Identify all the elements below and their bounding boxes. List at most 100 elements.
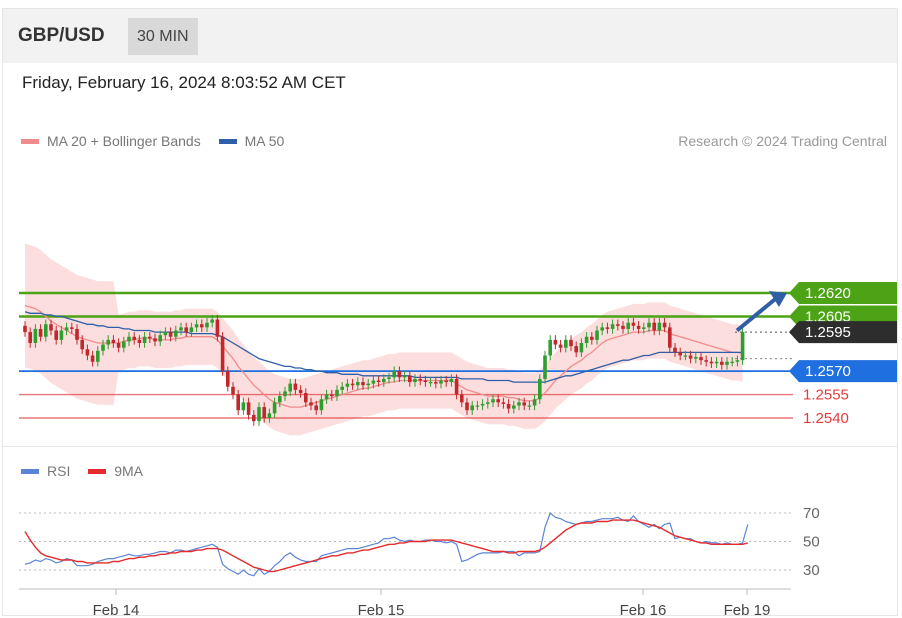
- candle-body: [350, 383, 355, 386]
- candle-body: [288, 383, 292, 392]
- candle-body: [423, 380, 428, 383]
- candle-body: [272, 402, 277, 414]
- candle-body: [366, 383, 370, 386]
- candle-body: [28, 332, 32, 343]
- x-axis-label: Feb 15: [358, 602, 405, 617]
- candle-body: [335, 389, 339, 397]
- candle-body: [558, 344, 563, 348]
- rsi-chart: 70 50 30 Feb 14 Feb 15 Feb 16 Feb 19: [19, 505, 820, 617]
- price-tag-resistance: [789, 282, 897, 304]
- candle-body: [600, 327, 604, 331]
- candle-body: [709, 361, 714, 364]
- legend-swatch-rsi: [21, 468, 39, 474]
- candle-body: [340, 386, 344, 390]
- candle-body: [23, 325, 27, 333]
- candle-body: [657, 322, 662, 331]
- candle-body: [616, 324, 620, 326]
- candle-body: [730, 361, 734, 363]
- candle-body: [153, 338, 157, 342]
- panel-divider: [3, 446, 897, 447]
- legend-item-ma20: MA 20 + Bollinger Bands: [21, 133, 201, 149]
- candle-body: [517, 402, 521, 406]
- bollinger-band-area: [25, 243, 743, 436]
- candle-body: [101, 344, 105, 351]
- candle-body: [501, 402, 506, 404]
- candle-body: [96, 350, 100, 362]
- candle-body: [345, 383, 350, 387]
- candle-body: [512, 405, 516, 409]
- candle-body: [158, 335, 162, 342]
- candle-body: [283, 391, 287, 397]
- candle-body: [418, 378, 422, 381]
- candle-body: [142, 336, 147, 343]
- candle-body: [532, 399, 537, 406]
- candle-body: [220, 336, 225, 372]
- candle-body: [298, 389, 303, 393]
- candle-body: [200, 324, 204, 328]
- candle-body: [64, 327, 69, 331]
- legend-swatch-9ma: [88, 468, 107, 474]
- candle-body: [127, 336, 131, 342]
- candle-body: [449, 378, 454, 383]
- candle-body: [49, 324, 53, 331]
- candle-body: [194, 324, 199, 328]
- candle-body: [683, 355, 688, 357]
- candle-body: [480, 403, 485, 406]
- candle-body: [278, 396, 282, 403]
- candle-body: [626, 322, 630, 329]
- rsi-legend: RSI 9MA: [21, 463, 157, 479]
- candle-body: [85, 349, 90, 356]
- candle-body: [70, 327, 74, 329]
- candle-body: [631, 322, 636, 326]
- symbol-title: GBP/USD: [18, 25, 105, 46]
- candle-body: [548, 339, 552, 356]
- legend-swatch-ma20: [21, 138, 39, 144]
- datetime-label: Friday, February 16, 2024 8:03:52 AM CET: [22, 73, 346, 92]
- candle-body: [252, 414, 256, 422]
- research-credit: Research © 2024 Trading Central: [678, 133, 887, 149]
- candle-body: [33, 328, 38, 343]
- legend-label-ma20: MA 20 + Bollinger Bands: [47, 133, 201, 149]
- support-label: 1.2555: [803, 387, 849, 404]
- candle-body: [610, 324, 615, 329]
- candle-body: [205, 322, 209, 328]
- candle-body: [579, 343, 584, 353]
- candle-body: [735, 360, 740, 362]
- candle-body: [137, 339, 142, 343]
- candle-body: [470, 405, 474, 411]
- candle-body: [720, 361, 724, 365]
- legend-label-ma50: MA 50: [244, 133, 285, 149]
- candle-body: [132, 336, 136, 340]
- candle-body: [111, 339, 116, 343]
- candle-body: [714, 361, 719, 364]
- candle-body: [668, 327, 672, 348]
- candle-body: [184, 327, 188, 333]
- candle-body: [397, 371, 402, 378]
- candle-body: [215, 319, 220, 337]
- candle-body: [382, 378, 386, 383]
- timeframe-badge[interactable]: 30 MIN: [128, 18, 198, 55]
- candle-body: [44, 324, 48, 337]
- candle-body: [330, 394, 334, 397]
- candle-body: [496, 399, 500, 403]
- legend-label-rsi: RSI: [47, 463, 71, 479]
- candle-body: [662, 322, 667, 328]
- candle-body: [267, 413, 272, 418]
- candle-body: [122, 341, 126, 348]
- candle-body: [725, 361, 729, 365]
- candle-body: [688, 355, 693, 359]
- candle-body: [309, 402, 313, 406]
- price-tag-label: 1.2620: [805, 285, 851, 302]
- candle-body: [642, 327, 646, 329]
- candle-body: [636, 325, 641, 329]
- candle-body: [590, 336, 594, 340]
- candle-body: [413, 378, 417, 383]
- legend-item-9ma: 9MA: [88, 463, 143, 479]
- candle-body: [673, 347, 677, 353]
- price-tag-label: 1.2570: [805, 363, 851, 380]
- candle-body: [428, 382, 433, 384]
- candle-body: [392, 371, 396, 378]
- candle-body: [402, 375, 407, 378]
- candle-body: [444, 380, 448, 383]
